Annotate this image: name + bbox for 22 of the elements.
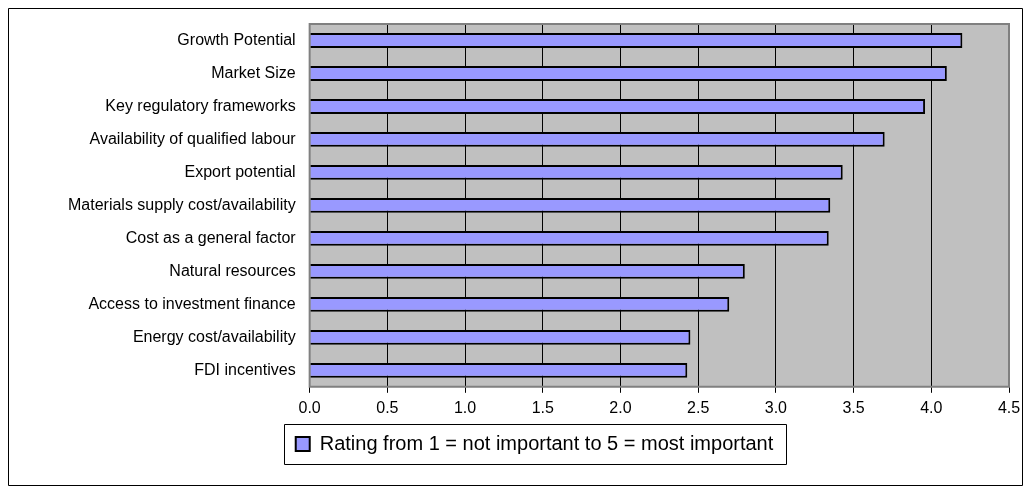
x-tick-label: 4.0 [920,398,943,416]
x-tick-label: 4.5 [997,398,1021,416]
x-tick-label: 2.0 [609,398,632,416]
x-tick-label: 3.0 [764,398,788,416]
y-tick-label: Market Size [211,63,296,81]
x-tick-label: 0.5 [376,398,399,416]
y-tick-label: Materials supply cost/availability [67,195,296,213]
x-tick-label: 2.5 [687,398,710,416]
y-tick-label: Natural resources [169,261,296,279]
y-tick-label: Access to investment finance [88,294,296,312]
y-tick-label: Cost as a general factor [125,228,297,246]
y-tick-label: Growth Potential [177,30,296,48]
x-tick-label: 1.0 [453,398,477,416]
x-tick-label: 3.5 [842,398,865,416]
y-tick-label: Export potential [184,162,296,180]
x-tick-label: 0.0 [298,398,321,416]
y-tick-label: Availability of qualified labour [89,129,297,147]
y-tick-label: Energy cost/availability [132,327,296,345]
y-tick-label: Key regulatory frameworks [105,96,296,114]
y-tick-label: FDI incentives [194,360,296,378]
legend-label: Rating from 1 = not important to 5 = most important [319,431,774,454]
x-tick-label: 1.5 [531,398,554,416]
